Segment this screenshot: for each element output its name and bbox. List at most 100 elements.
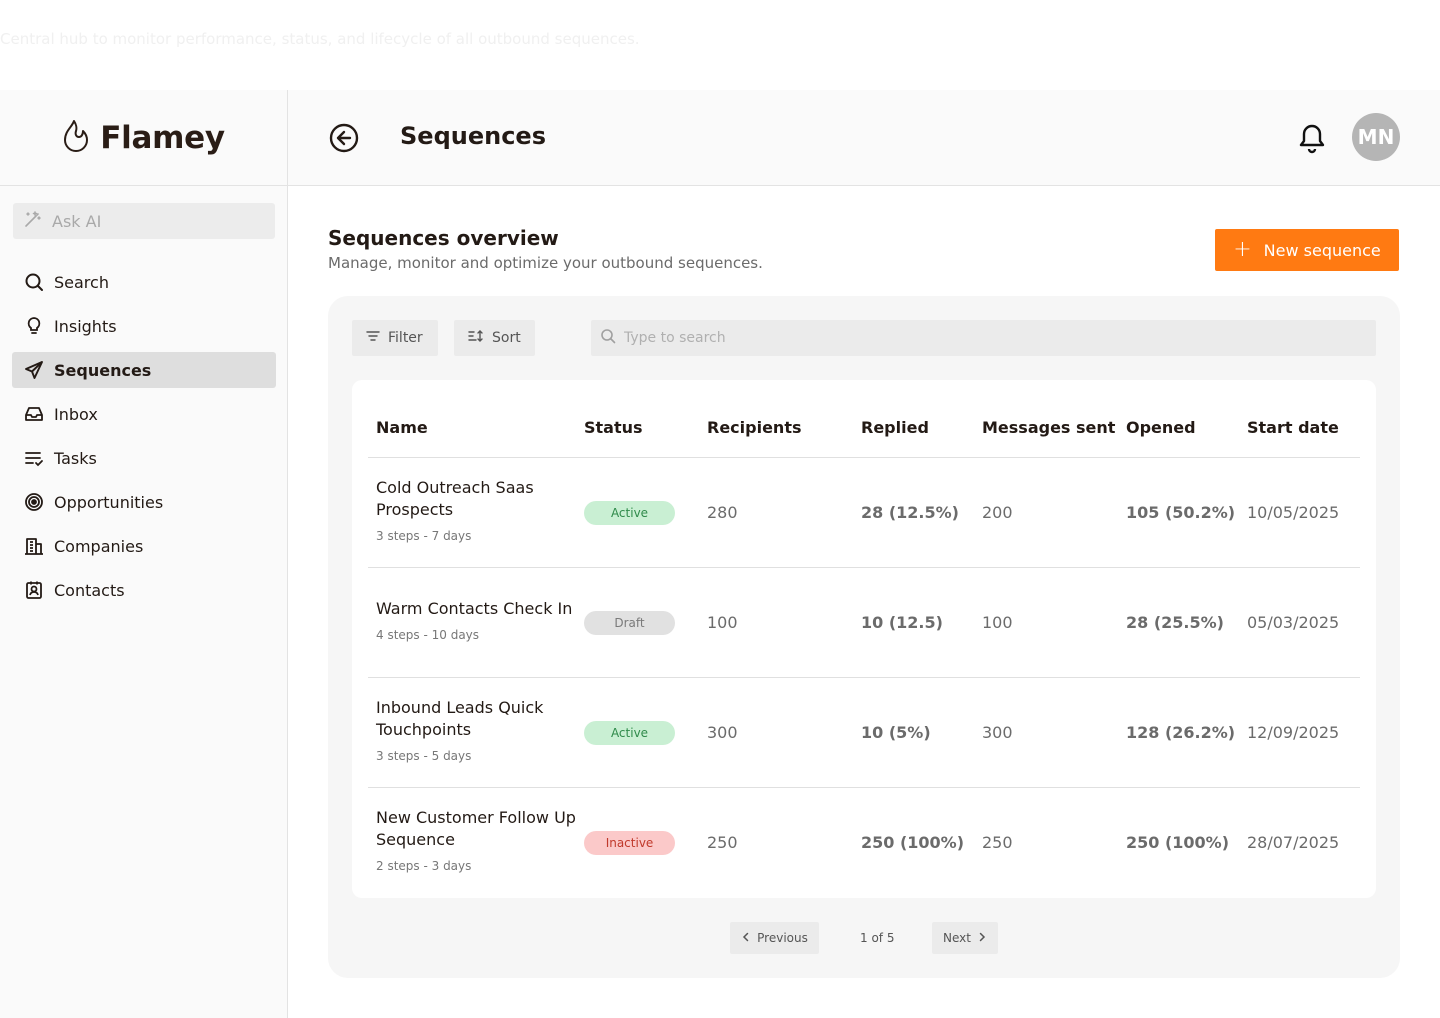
plus-icon: + [1233, 237, 1252, 262]
sidebar-item-label: Contacts [54, 580, 125, 600]
previous-page-button[interactable]: Previous [730, 922, 819, 954]
app-window: Flamey Ask AI Search Insights [0, 90, 1440, 1018]
notifications-button[interactable] [1296, 122, 1328, 154]
sidebar-item-inbox[interactable]: Inbox [12, 396, 276, 432]
brand: Flamey [0, 90, 287, 186]
sort-icon [468, 329, 484, 347]
sidebar-item-label: Inbox [54, 404, 98, 424]
contact-icon [24, 580, 44, 600]
sidebar-item-label: Opportunities [54, 492, 164, 512]
new-sequence-button[interactable]: + New sequence [1215, 229, 1399, 271]
sequence-name-cell: Inbound Leads Quick Touchpoints 3 steps … [376, 697, 576, 763]
chevron-right-icon [977, 931, 987, 945]
lightbulb-icon [24, 316, 44, 336]
replied-cell: 28 (12.5%) [861, 503, 959, 522]
sequence-name-cell: New Customer Follow Up Sequence 2 steps … [376, 807, 576, 873]
send-icon [24, 360, 44, 380]
next-label: Next [943, 931, 971, 945]
filter-icon [366, 329, 380, 347]
inbox-icon [24, 404, 44, 424]
column-header-name[interactable]: Name [376, 418, 428, 437]
sequence-name-cell: Cold Outreach Saas Prospects 3 steps - 7… [376, 477, 576, 543]
table-row[interactable]: Cold Outreach Saas Prospects 3 steps - 7… [368, 458, 1360, 568]
table-row[interactable]: New Customer Follow Up Sequence 2 steps … [368, 788, 1360, 898]
sidebar-nav: Search Insights Sequences Inbox [12, 264, 276, 616]
new-sequence-label: New sequence [1263, 240, 1381, 260]
sequence-meta: 4 steps - 10 days [376, 628, 480, 642]
column-header-status[interactable]: Status [584, 418, 643, 437]
messages-sent-cell: 250 [982, 833, 1013, 852]
search-icon [600, 328, 616, 348]
sidebar-item-contacts[interactable]: Contacts [12, 572, 276, 608]
opened-cell: 128 (26.2%) [1126, 723, 1236, 742]
magic-wand-icon [24, 210, 42, 232]
sidebar-item-search[interactable]: Search [12, 264, 276, 300]
status-badge: Active [584, 501, 675, 525]
top-header: Sequences MN [288, 90, 1440, 186]
search-input[interactable] [624, 330, 1324, 346]
ask-ai-label: Ask AI [52, 211, 102, 231]
status-badge: Active [584, 721, 675, 745]
messages-sent-cell: 100 [982, 613, 1013, 632]
table-row[interactable]: Warm Contacts Check In 4 steps - 10 days… [368, 568, 1360, 678]
sidebar-item-tasks[interactable]: Tasks [12, 440, 276, 476]
flame-logo-icon [62, 119, 90, 157]
building-icon [24, 536, 44, 556]
column-header-start-date[interactable]: Start date [1247, 418, 1339, 437]
sidebar-item-insights[interactable]: Insights [12, 308, 276, 344]
start-date-cell: 05/03/2025 [1247, 613, 1340, 632]
ask-ai-button[interactable]: Ask AI [13, 203, 275, 239]
filter-button[interactable]: Filter [352, 320, 438, 356]
table-row[interactable]: Inbound Leads Quick Touchpoints 3 steps … [368, 678, 1360, 788]
start-date-cell: 10/05/2025 [1247, 503, 1340, 522]
previous-label: Previous [757, 931, 808, 945]
recipients-cell: 280 [707, 503, 738, 522]
recipients-cell: 100 [707, 613, 738, 632]
sequence-name[interactable]: Inbound Leads Quick Touchpoints [376, 698, 544, 739]
sidebar-item-sequences[interactable]: Sequences [12, 352, 276, 388]
start-date-cell: 28/07/2025 [1247, 833, 1340, 852]
column-header-opened[interactable]: Opened [1126, 418, 1196, 437]
sequence-name[interactable]: Cold Outreach Saas Prospects [376, 478, 534, 519]
tasks-icon [24, 448, 44, 468]
sidebar: Flamey Ask AI Search Insights [0, 90, 288, 1018]
section-title: Sequences overview [328, 226, 559, 250]
column-header-replied[interactable]: Replied [861, 418, 929, 437]
sequence-name[interactable]: Warm Contacts Check In [376, 599, 573, 618]
main-content: Sequences overview Manage, monitor and o… [288, 186, 1440, 1018]
section-subtitle: Manage, monitor and optimize your outbou… [328, 254, 763, 272]
filter-label: Filter [388, 330, 423, 346]
arrow-left-circle-icon [328, 123, 360, 158]
avatar[interactable]: MN [1352, 113, 1400, 161]
sidebar-item-label: Sequences [54, 360, 152, 380]
sequences-table: Name Status Recipients Replied Messages … [352, 380, 1376, 898]
sequences-card: Filter Sort Name Status Recipients [328, 296, 1400, 978]
sidebar-item-label: Companies [54, 536, 144, 556]
column-header-recipients[interactable]: Recipients [707, 418, 802, 437]
sequence-meta: 3 steps - 5 days [376, 749, 472, 763]
sequence-meta: 2 steps - 3 days [376, 859, 472, 873]
sidebar-item-opportunities[interactable]: Opportunities [12, 484, 276, 520]
sidebar-item-companies[interactable]: Companies [12, 528, 276, 564]
column-header-messages-sent[interactable]: Messages sent [982, 418, 1116, 437]
search-icon [24, 272, 44, 292]
back-button[interactable] [328, 122, 360, 154]
sequence-meta: 3 steps - 7 days [376, 529, 472, 543]
next-page-button[interactable]: Next [932, 922, 998, 954]
page-indicator: 1 of 5 [860, 931, 895, 945]
status-badge: Draft [584, 611, 675, 635]
recipients-cell: 300 [707, 723, 738, 742]
opened-cell: 105 (50.2%) [1126, 503, 1236, 522]
table-header: Name Status Recipients Replied Messages … [368, 380, 1360, 458]
sort-label: Sort [492, 330, 521, 346]
page-caption: Central hub to monitor performance, stat… [0, 30, 640, 48]
replied-cell: 10 (5%) [861, 723, 931, 742]
opened-cell: 250 (100%) [1126, 833, 1230, 852]
sidebar-item-label: Insights [54, 316, 117, 336]
replied-cell: 250 (100%) [861, 833, 965, 852]
sort-button[interactable]: Sort [454, 320, 535, 356]
start-date-cell: 12/09/2025 [1247, 723, 1340, 742]
sidebar-item-label: Tasks [54, 448, 97, 468]
sequence-name[interactable]: New Customer Follow Up Sequence [376, 808, 576, 849]
sidebar-item-label: Search [54, 272, 109, 292]
